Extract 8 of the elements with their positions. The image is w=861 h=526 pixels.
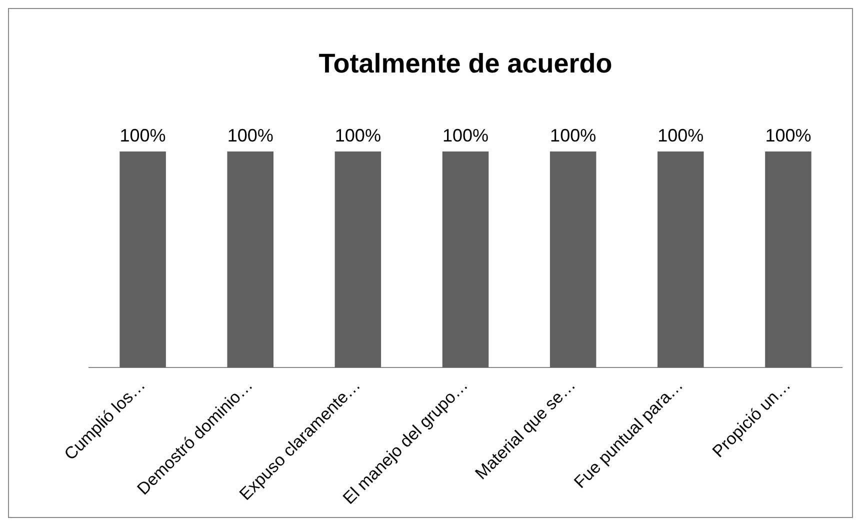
data-label: 100% — [227, 125, 274, 146]
chart-title: Totalmente de acuerdo — [318, 48, 612, 79]
data-label: 100% — [658, 125, 704, 146]
data-label: 100% — [120, 125, 166, 146]
data-label: 100% — [442, 125, 489, 146]
data-label: 100% — [334, 125, 381, 146]
data-label: 100% — [550, 125, 596, 146]
data-label: 100% — [765, 125, 812, 146]
